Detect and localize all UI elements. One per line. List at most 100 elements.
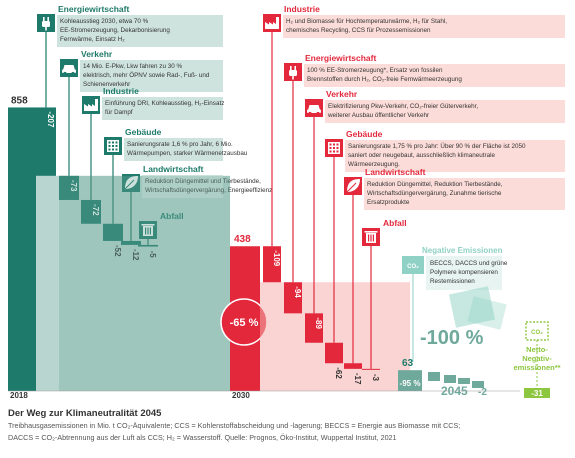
callout-text-2018-3: Sanierungsrate 1,6 % pro Jahr, 6 Mio. Wär… bbox=[127, 141, 248, 157]
callout-text-2030-4: Reduktion Düngemittel, Reduktion Tierbes… bbox=[367, 181, 503, 206]
sector-title-2030-2: Verkehr bbox=[326, 89, 358, 99]
callout-box-2018-1 bbox=[80, 60, 223, 92]
callout-box-2030-2 bbox=[325, 100, 565, 123]
bar-negative-step-0 bbox=[428, 372, 440, 381]
leaf-icon bbox=[344, 177, 362, 195]
value-remaining: 63 bbox=[402, 358, 414, 369]
sector-title-2030-1: Energiewirtschaft bbox=[305, 53, 376, 63]
value-2030-energiewirtschaft: -94 bbox=[293, 286, 302, 298]
sector-title-2030-5: Abfall bbox=[383, 218, 407, 228]
callout-box-2018-0 bbox=[57, 15, 223, 47]
bar-negative-step-1 bbox=[444, 375, 456, 383]
value-2018-energiewirtschaft: -207 bbox=[46, 111, 55, 128]
bar-2050 bbox=[524, 388, 550, 398]
sector-title-2018-1: Verkehr bbox=[81, 49, 113, 59]
sector-title-2030-0: Industrie bbox=[284, 4, 320, 14]
badge-65-label: -65 % bbox=[230, 317, 259, 329]
sector-title-2018-5: Abfall bbox=[160, 211, 184, 221]
value-2018: 858 bbox=[11, 95, 28, 106]
value-2018-industrie: -72 bbox=[91, 204, 100, 216]
value-2018-landwirtschaft: -12 bbox=[131, 249, 140, 261]
callout-text-2030-2: Elektrifizierung Pkw-Verkehr, CO₂-freier… bbox=[327, 103, 478, 119]
factory-icon bbox=[82, 96, 100, 114]
callout-box-2030-4 bbox=[364, 178, 565, 210]
bar-2018-gebäude bbox=[103, 223, 123, 241]
value-2030-abfall: -3 bbox=[371, 374, 380, 382]
plug-icon bbox=[37, 14, 55, 32]
callout-box-2018-4 bbox=[142, 175, 223, 198]
bar-2018-energiewirtschaft bbox=[36, 107, 56, 176]
negative-title: Negative Emissionen bbox=[422, 246, 503, 255]
negative-box bbox=[426, 256, 502, 290]
year-2018: 2018 bbox=[10, 391, 28, 400]
sector-title-2018-4: Landwirtschaft bbox=[143, 164, 204, 174]
bar-negative-step-2 bbox=[458, 378, 470, 384]
step-fill-2018-0 bbox=[36, 175, 230, 391]
co2-icon bbox=[402, 256, 424, 274]
callout-text-2030-1: 100 % EE-Stromerzeugung*, Ersatz von fos… bbox=[307, 67, 462, 83]
chart-footer-note-2: DACCS = CO₂-Abtrennung aus der Luft als … bbox=[8, 433, 397, 442]
value-2018-gebäude: -52 bbox=[113, 245, 122, 257]
value-2030-industrie: -109 bbox=[272, 250, 281, 267]
shade-2018-zone bbox=[59, 175, 230, 391]
car-icon bbox=[305, 99, 323, 117]
value-2030: 438 bbox=[234, 234, 251, 245]
value-2030-gebäude: -62 bbox=[334, 367, 343, 379]
co2-icon-label: CO₂ bbox=[407, 264, 419, 270]
leaf-icon bbox=[122, 174, 140, 192]
bar-remaining-2045 bbox=[398, 370, 422, 391]
plug-icon bbox=[284, 63, 302, 81]
trash-icon bbox=[139, 221, 157, 239]
bar-2030-energiewirtschaft bbox=[284, 282, 302, 314]
negative-text: BECCS, DACCS und grüne Polymere kompensie… bbox=[430, 260, 508, 285]
chart-footer-title: Der Weg zur Klimaneutralität 2045 bbox=[8, 408, 162, 419]
bar-2030-verkehr bbox=[305, 313, 323, 343]
value-2018-verkehr: -73 bbox=[69, 180, 78, 192]
callout-box-2030-3 bbox=[345, 140, 565, 172]
badge-95-label: -95 % bbox=[400, 379, 421, 388]
sector-title-2030-3: Gebäude bbox=[346, 129, 383, 139]
bar-negative-step-3 bbox=[472, 381, 484, 388]
bar-2030-gebäude bbox=[325, 342, 343, 364]
bar-2030-landwirtschaft bbox=[344, 363, 362, 369]
value-2030-verkehr: -89 bbox=[314, 317, 323, 329]
callout-text-2018-1: 14 Mio. E-Pkw, Lkw fahren zu 30 % elektri… bbox=[83, 63, 210, 88]
bar-2018-landwirtschaft bbox=[121, 240, 141, 245]
chart-footer-note-1: Treibhausgasemissionen in Mio. t CO₂-Äqu… bbox=[8, 421, 461, 430]
value-2030-landwirtschaft: -17 bbox=[353, 373, 362, 385]
bar-2018-industrie bbox=[81, 199, 101, 224]
callout-text-2030-0: H₂ und Biomasse für Hochtemperaturwärme,… bbox=[286, 18, 447, 34]
callout-box-2018-3 bbox=[124, 138, 223, 161]
callout-text-2018-2: Einführung DRI, Kohleausstieg, H₂-Einsat… bbox=[105, 100, 224, 116]
negative-shape-2 bbox=[467, 296, 507, 330]
trash-icon bbox=[362, 228, 380, 246]
bar-2030-abfall bbox=[362, 368, 380, 370]
waterfall-chart: 858 2018 -207 Energiewirtschaft Kohleausstie… bbox=[8, 4, 565, 400]
bar-2018-abfall bbox=[138, 244, 158, 247]
pct-100-label: -100 % bbox=[420, 327, 484, 349]
callout-box-2030-1 bbox=[304, 64, 565, 87]
bar-2030-industrie bbox=[263, 246, 281, 283]
building-icon bbox=[325, 139, 343, 157]
callout-text-2030-3: Sanierungsrate 1,75 % pro Jahr: Über 90 … bbox=[348, 142, 526, 168]
bar-2018 bbox=[8, 107, 36, 391]
value-2050: -31 bbox=[531, 389, 543, 398]
sector-title-2018-3: Gebäude bbox=[125, 127, 162, 137]
year-2050: 2050 bbox=[526, 398, 543, 400]
year-2030: 2030 bbox=[232, 391, 250, 400]
sector-title-2030-4: Landwirtschaft bbox=[365, 167, 426, 177]
sector-title-2018-0: Energiewirtschaft bbox=[58, 4, 129, 14]
callout-box-2030-0 bbox=[283, 15, 565, 38]
sector-title-2018-2: Industrie bbox=[103, 86, 139, 96]
netto-co2-label: CO₂ bbox=[531, 330, 543, 336]
callout-box-2018-2 bbox=[102, 97, 223, 120]
callout-text-2018-0: Kohleausstieg 2030, etwa 70 % EE-Stromerz… bbox=[60, 18, 170, 43]
negative-shape-1 bbox=[448, 286, 496, 328]
building-icon bbox=[104, 137, 122, 155]
car-icon bbox=[60, 59, 78, 77]
netto-title: Netto-Negativ-emissionen** bbox=[513, 345, 560, 372]
factory-icon bbox=[263, 14, 281, 32]
callout-text-2018-4: Reduktion Düngemittel und Tierbestände, W… bbox=[145, 178, 272, 194]
bar-2018-verkehr bbox=[59, 175, 79, 200]
